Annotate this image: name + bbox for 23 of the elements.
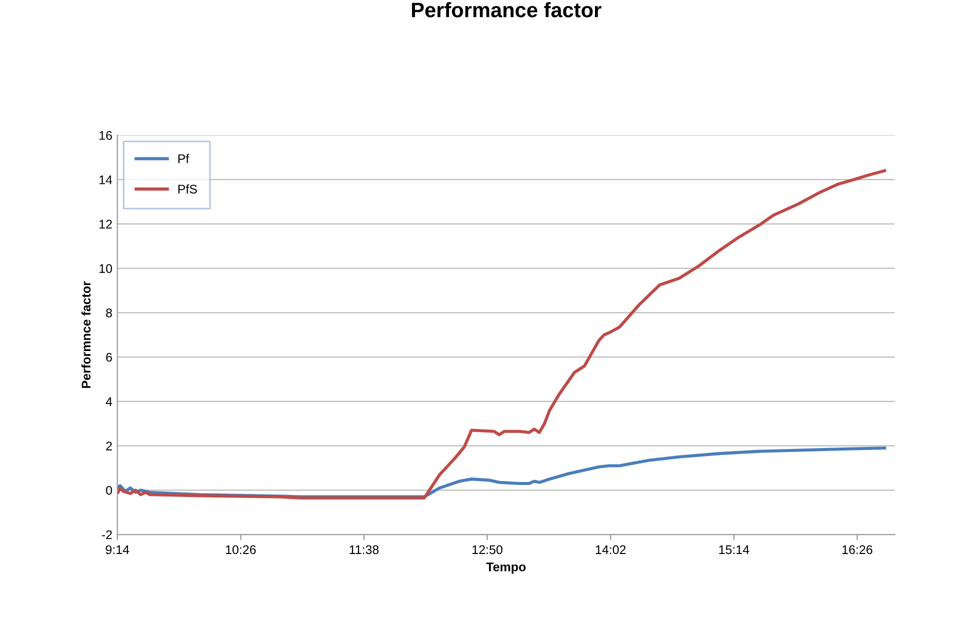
x-tick-label: 9:14 (106, 545, 130, 554)
y-tick-label: -2 (102, 530, 112, 540)
y-tick-label: 2 (106, 442, 112, 450)
y-axis-title: Performnce factor (81, 281, 91, 388)
y-tick-label: 14 (100, 176, 112, 184)
y-tick-label: 4 (106, 397, 112, 406)
y-tick-label: 8 (106, 308, 112, 318)
chart-title: Performance factor (412, 2, 602, 18)
y-tick-label: 12 (100, 220, 112, 228)
line-series (117, 169, 886, 500)
y-tick-label: 10 (100, 264, 112, 273)
y-tick-label: 6 (106, 352, 112, 362)
y-tick-label: 0 (106, 486, 112, 495)
x-tick-label: 11:38 (350, 545, 379, 554)
legend-label: PfS (178, 184, 197, 194)
x-tick-label: 12:50 (472, 545, 502, 554)
x-axis-title: Tempo (486, 562, 526, 574)
y-tick-label: 16 (100, 131, 112, 140)
x-tick-label: 10:26 (226, 545, 256, 554)
legend-label: Pf (178, 154, 190, 164)
x-tick-label: 16:26 (842, 545, 872, 554)
x-tick-label: 15:14 (719, 545, 750, 554)
x-tick-label: 14:02 (596, 545, 626, 554)
